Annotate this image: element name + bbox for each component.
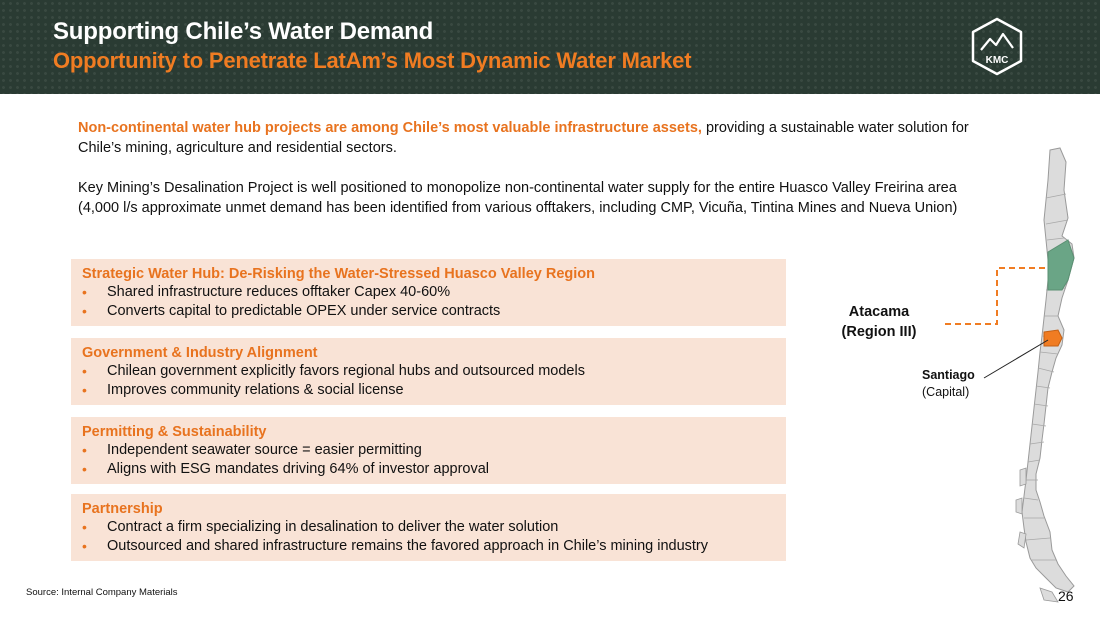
intro-text: Non-continental water hub projects are a… bbox=[78, 118, 978, 218]
intro-highlight: Non-continental water hub projects are a… bbox=[78, 120, 702, 136]
box-partnership: Partnership • Contract a firm specializin… bbox=[71, 494, 786, 561]
box-title: Partnership bbox=[82, 501, 163, 517]
bullet-icon: • bbox=[82, 538, 87, 554]
intro-paragraph-1: Non-continental water hub projects are a… bbox=[78, 118, 978, 158]
bullet-text: Contract a firm specializing in desalina… bbox=[107, 519, 559, 535]
bullet-text: Independent seawater source = easier per… bbox=[107, 442, 422, 458]
bullet-icon: • bbox=[82, 382, 87, 398]
page-title: Supporting Chile’s Water Demand bbox=[53, 18, 434, 45]
santiago-note: (Capital) bbox=[922, 385, 970, 399]
bullet-text: Aligns with ESG mandates driving 64% of … bbox=[107, 461, 490, 477]
bullet-text: Converts capital to predictable OPEX und… bbox=[107, 303, 501, 319]
source-note: Source: Internal Company Materials bbox=[26, 587, 178, 598]
bullet-item: • Converts capital to predictable OPEX un… bbox=[82, 302, 774, 321]
header-banner: Supporting Chile’s Water Demand Opportun… bbox=[0, 0, 1100, 94]
santiago-region bbox=[1043, 329, 1063, 347]
bullet-item: • Chilean government explicitly favors re… bbox=[82, 362, 774, 381]
logo-text: KMC bbox=[986, 55, 1009, 66]
atacama-label-line1: Atacama bbox=[848, 304, 910, 320]
bullet-text: Chilean government explicitly favors reg… bbox=[107, 363, 585, 379]
page-subtitle: Opportunity to Penetrate LatAm’s Most Dy… bbox=[53, 48, 692, 73]
bullet-text: Shared infrastructure reduces offtaker C… bbox=[107, 284, 451, 300]
bullet-item: • Outsourced and shared infrastructure re… bbox=[82, 537, 774, 556]
bullet-icon: • bbox=[82, 284, 87, 300]
box-permitting-sustainability: Permitting & Sustainability • Independent… bbox=[71, 417, 786, 484]
bullet-icon: • bbox=[82, 461, 87, 477]
bullet-text: Outsourced and shared infrastructure rem… bbox=[107, 538, 708, 554]
bullet-item: • Contract a firm specializing in desalin… bbox=[82, 518, 774, 537]
southern-islands bbox=[1015, 467, 1059, 603]
kmc-logo: KMC bbox=[971, 17, 1023, 76]
santiago-label: Santiago (Capital) bbox=[922, 367, 975, 401]
intro-rest: providing a sustainable water solution f… bbox=[78, 120, 969, 156]
bullet-item: • Independent seawater source = easier pe… bbox=[82, 441, 774, 460]
bullet-item: • Shared infrastructure reduces offtaker … bbox=[82, 283, 774, 302]
atacama-region bbox=[1047, 239, 1075, 291]
page-number: 26 bbox=[1058, 588, 1074, 604]
chile-outline bbox=[1021, 147, 1075, 593]
box-title: Permitting & Sustainability bbox=[82, 424, 267, 440]
box-strategic-water-hub: Strategic Water Hub: De-Risking the Wate… bbox=[71, 259, 786, 326]
bullet-text: Improves community relations & social li… bbox=[107, 382, 404, 398]
atacama-leader-line bbox=[945, 267, 1048, 325]
bullet-icon: • bbox=[82, 363, 87, 379]
santiago-name: Santiago bbox=[922, 368, 975, 382]
bullet-icon: • bbox=[82, 519, 87, 535]
box-title: Government & Industry Alignment bbox=[82, 345, 318, 361]
atacama-label: Atacama (Region III) bbox=[832, 302, 926, 342]
bullet-item: • Aligns with ESG mandates driving 64% of… bbox=[82, 460, 774, 479]
bullet-icon: • bbox=[82, 303, 87, 319]
intro-paragraph-2: Key Mining’s Desalination Project is wel… bbox=[78, 180, 958, 216]
santiago-leader-line bbox=[983, 339, 1049, 379]
bullet-icon: • bbox=[82, 442, 87, 458]
bullet-item: • Improves community relations & social l… bbox=[82, 381, 774, 400]
atacama-label-line2: (Region III) bbox=[841, 324, 917, 340]
box-title: Strategic Water Hub: De-Risking the Wate… bbox=[82, 266, 595, 282]
chile-map bbox=[945, 147, 1075, 603]
box-government-alignment: Government & Industry Alignment • Chilean… bbox=[71, 338, 786, 405]
